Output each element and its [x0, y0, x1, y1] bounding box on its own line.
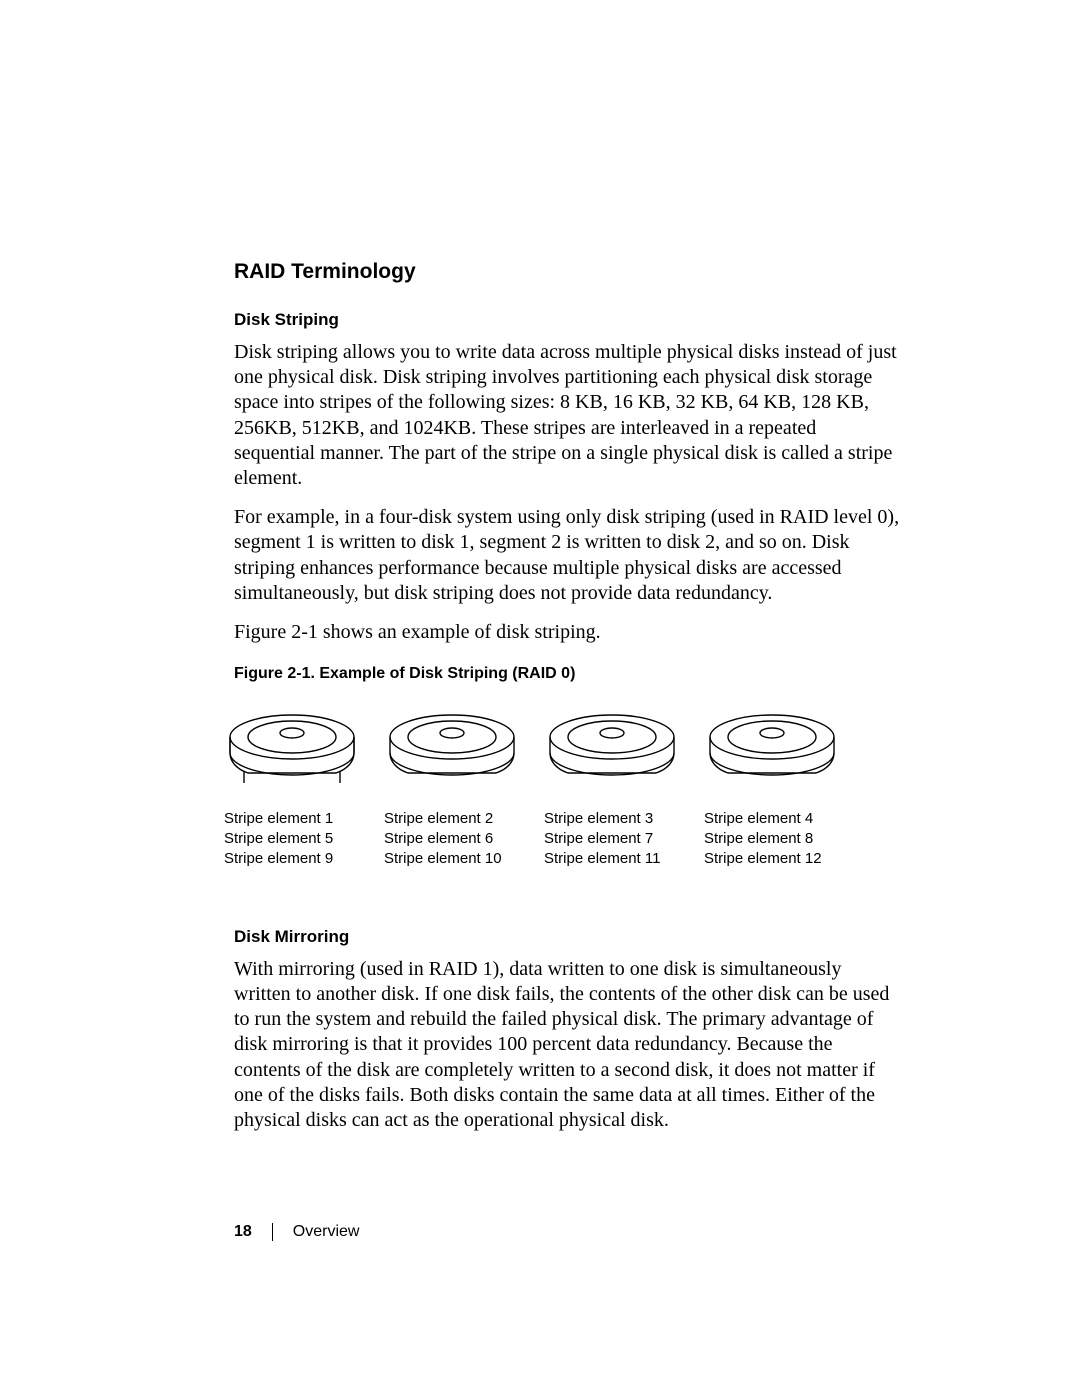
disk-column: Stripe element 4 Stripe element 8 Stripe… [704, 711, 840, 869]
page: RAID Terminology Disk Striping Disk stri… [0, 0, 1080, 1397]
disk-column: Stripe element 1 Stripe element 5 Stripe… [224, 711, 360, 869]
hard-disk-icon [544, 711, 680, 789]
stripe-label: Stripe element 9 [224, 849, 333, 869]
stripe-label: Stripe element 12 [704, 849, 822, 869]
page-number: 18 [234, 1223, 252, 1241]
disk-labels: Stripe element 2 Stripe element 6 Stripe… [384, 809, 502, 869]
stripe-label: Stripe element 4 [704, 809, 822, 829]
disk-labels: Stripe element 1 Stripe element 5 Stripe… [224, 809, 333, 869]
footer-separator [272, 1223, 273, 1241]
heading-disk-striping: Disk Striping [234, 310, 902, 330]
hard-disk-icon [384, 711, 520, 789]
disks-row: Stripe element 1 Stripe element 5 Stripe… [224, 711, 902, 869]
paragraph: For example, in a four-disk system using… [234, 505, 902, 606]
heading-raid-terminology: RAID Terminology [234, 260, 902, 284]
paragraph: With mirroring (used in RAID 1), data wr… [234, 957, 902, 1133]
stripe-label: Stripe element 6 [384, 829, 502, 849]
disk-column: Stripe element 2 Stripe element 6 Stripe… [384, 711, 520, 869]
stripe-label: Stripe element 7 [544, 829, 660, 849]
disk-labels: Stripe element 4 Stripe element 8 Stripe… [704, 809, 822, 869]
figure-disk-striping: Stripe element 1 Stripe element 5 Stripe… [234, 711, 902, 869]
stripe-label: Stripe element 10 [384, 849, 502, 869]
paragraph: Disk striping allows you to write data a… [234, 340, 902, 491]
hard-disk-icon [224, 711, 360, 789]
section-name: Overview [293, 1223, 360, 1241]
page-footer: 18 Overview [234, 1223, 359, 1241]
stripe-label: Stripe element 3 [544, 809, 660, 829]
stripe-label: Stripe element 11 [544, 849, 660, 869]
stripe-label: Stripe element 5 [224, 829, 333, 849]
heading-disk-mirroring: Disk Mirroring [234, 927, 902, 947]
figure-caption: Figure 2-1. Example of Disk Striping (RA… [234, 665, 902, 683]
hard-disk-icon [704, 711, 840, 789]
paragraph: Figure 2-1 shows an example of disk stri… [234, 620, 902, 645]
stripe-label: Stripe element 8 [704, 829, 822, 849]
stripe-label: Stripe element 1 [224, 809, 333, 829]
disk-labels: Stripe element 3 Stripe element 7 Stripe… [544, 809, 660, 869]
stripe-label: Stripe element 2 [384, 809, 502, 829]
disk-column: Stripe element 3 Stripe element 7 Stripe… [544, 711, 680, 869]
